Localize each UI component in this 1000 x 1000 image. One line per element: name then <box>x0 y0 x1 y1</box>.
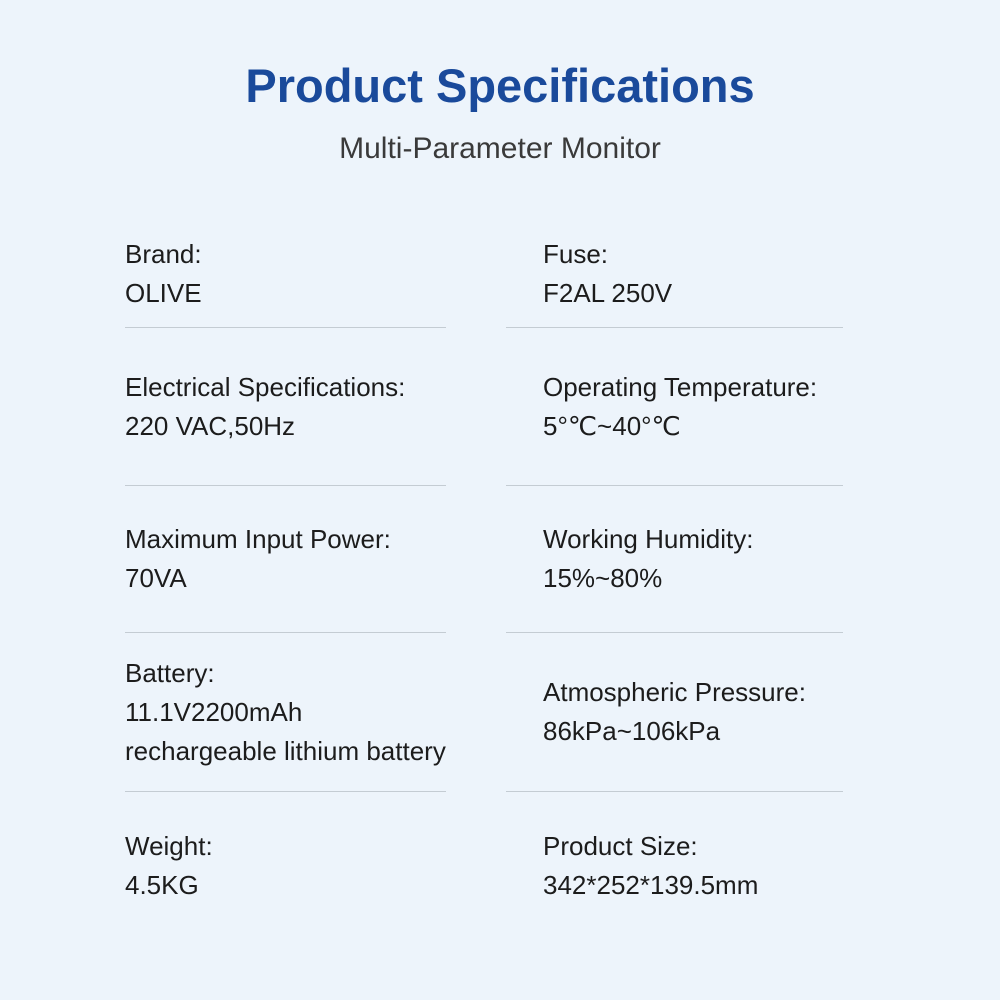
spec-value: 86kPa~106kPa <box>543 716 721 746</box>
spec-item-working-humidity: Working Humidity: 15%~80% <box>506 486 843 633</box>
spec-value: 342*252*139.5mm <box>543 870 759 900</box>
spec-item-max-input-power: Maximum Input Power: 70VA <box>125 486 446 633</box>
spec-value: 4.5KG <box>125 870 199 900</box>
page-title: Product Specifications <box>245 59 755 112</box>
spec-label: Battery: <box>125 657 215 688</box>
spec-value-line2: rechargeable lithium battery <box>125 735 446 766</box>
spec-label: Operating Temperature: <box>543 371 818 402</box>
spec-item-weight: Weight: 4.5KG <box>125 792 446 940</box>
spec-label: Weight: <box>125 831 213 861</box>
page-subtitle: Multi-Parameter Monitor <box>339 132 661 165</box>
spec-item-battery: Battery: 11.1V2200mAh rechargeable lithi… <box>125 633 446 792</box>
spec-column-left: Brand: OLIVE Electrical Specifications: … <box>125 220 446 940</box>
spec-label: Maximum Input Power: <box>125 524 391 554</box>
spec-value: OLIVE <box>125 277 202 308</box>
spec-item-operating-temperature: Operating Temperature: 5°℃~40°℃ <box>506 328 843 486</box>
spec-item-brand: Brand: OLIVE <box>125 220 446 328</box>
spec-item-atmospheric-pressure: Atmospheric Pressure: 86kPa~106kPa <box>506 633 843 792</box>
spec-value: F2AL 250V <box>543 277 673 308</box>
spec-label: Electrical Specifications: <box>125 371 406 402</box>
spec-value: 5°℃~40°℃ <box>543 410 681 441</box>
spec-value: 15%~80% <box>543 563 663 593</box>
spec-item-product-size: Product Size: 342*252*139.5mm <box>506 792 843 940</box>
spec-value: 70VA <box>125 563 187 593</box>
spec-label: Product Size: <box>543 831 698 861</box>
spec-item-fuse: Fuse: F2AL 250V <box>506 220 843 328</box>
spec-label: Fuse: <box>543 238 609 269</box>
spec-label: Atmospheric Pressure: <box>543 677 806 707</box>
spec-value: 220 VAC,50Hz <box>125 410 296 441</box>
spec-column-right: Fuse: F2AL 250V Operating Temperature: 5… <box>506 220 843 940</box>
spec-value: 11.1V2200mAh <box>125 696 303 727</box>
spec-item-electrical: Electrical Specifications: 220 VAC,50Hz <box>125 328 446 486</box>
spec-label: Brand: <box>125 238 202 269</box>
spec-label: Working Humidity: <box>543 524 754 554</box>
